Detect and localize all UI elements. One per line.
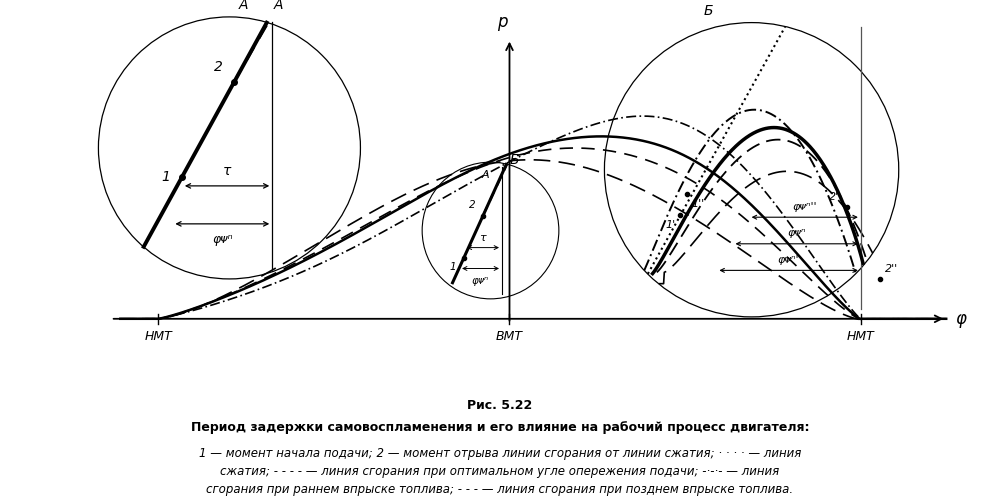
Text: 1 — момент начала подачи; 2 — момент отрыва линии сгорания от линии сжатия; · · : 1 — момент начала подачи; 2 — момент отр… bbox=[199, 447, 801, 496]
Text: φ: φ bbox=[956, 310, 967, 328]
Text: 2'': 2'' bbox=[884, 264, 898, 274]
Text: τ: τ bbox=[480, 233, 486, 243]
Text: А: А bbox=[239, 0, 248, 12]
Text: ВМТ: ВМТ bbox=[496, 330, 523, 343]
Text: Период задержки самовоспламенения и его влияние на рабочий процесс двигателя:: Период задержки самовоспламенения и его … bbox=[191, 421, 809, 434]
Text: 1: 1 bbox=[450, 262, 456, 272]
Text: Б: Б bbox=[509, 153, 519, 167]
Text: τ: τ bbox=[223, 164, 231, 178]
Text: 1: 1 bbox=[162, 170, 171, 184]
Text: p: p bbox=[497, 13, 507, 31]
Text: 2': 2' bbox=[829, 192, 839, 202]
Text: 2: 2 bbox=[469, 200, 475, 210]
Text: φᴪⁿ: φᴪⁿ bbox=[212, 234, 233, 246]
Text: φᴪⁿ: φᴪⁿ bbox=[472, 276, 489, 286]
Text: Рис. 5.22: Рис. 5.22 bbox=[467, 399, 533, 412]
Text: НМТ: НМТ bbox=[144, 330, 172, 343]
Text: А: А bbox=[482, 170, 490, 179]
Text: 1'': 1'' bbox=[692, 198, 705, 208]
Text: А: А bbox=[274, 0, 284, 12]
Text: 1': 1' bbox=[666, 220, 676, 230]
Text: φᴪⁿ'': φᴪⁿ'' bbox=[792, 202, 817, 211]
Text: φᴪⁿ': φᴪⁿ' bbox=[778, 254, 799, 264]
Text: НМТ: НМТ bbox=[847, 330, 875, 343]
Text: 2: 2 bbox=[214, 60, 223, 74]
Text: Б: Б bbox=[704, 4, 714, 18]
Text: φᴪⁿ: φᴪⁿ bbox=[787, 228, 806, 238]
